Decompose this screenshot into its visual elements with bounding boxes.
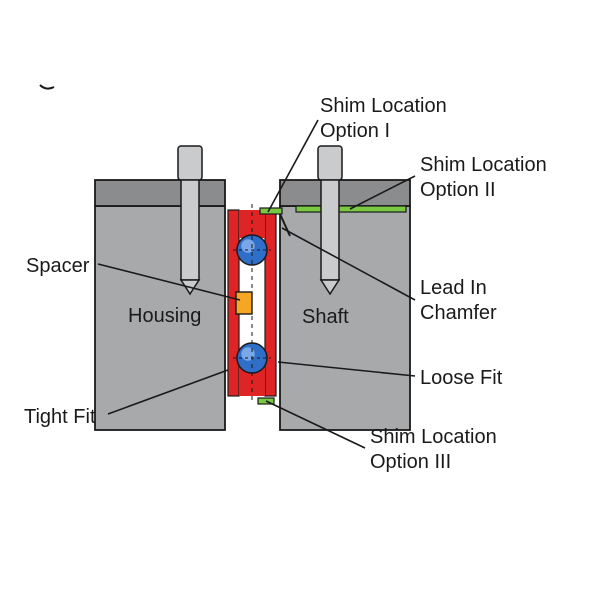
diagram-stage: Shim Location Option I Shim Location Opt… [0,0,600,600]
label-spacer: Spacer [26,254,89,279]
label-shim-option-1: Shim Location Option I [320,94,447,144]
label-loose-fit: Loose Fit [420,366,502,391]
label-tight-fit: Tight Fit [24,405,96,430]
assembly-svg [0,0,600,600]
label-shim-option-3: Shim Location Option III [370,425,497,475]
label-shaft: Shaft [302,305,349,330]
label-housing: Housing [128,304,201,329]
label-shim-option-2: Shim Location Option II [420,153,547,203]
label-lead-in-chamfer: Lead In Chamfer [420,276,497,326]
